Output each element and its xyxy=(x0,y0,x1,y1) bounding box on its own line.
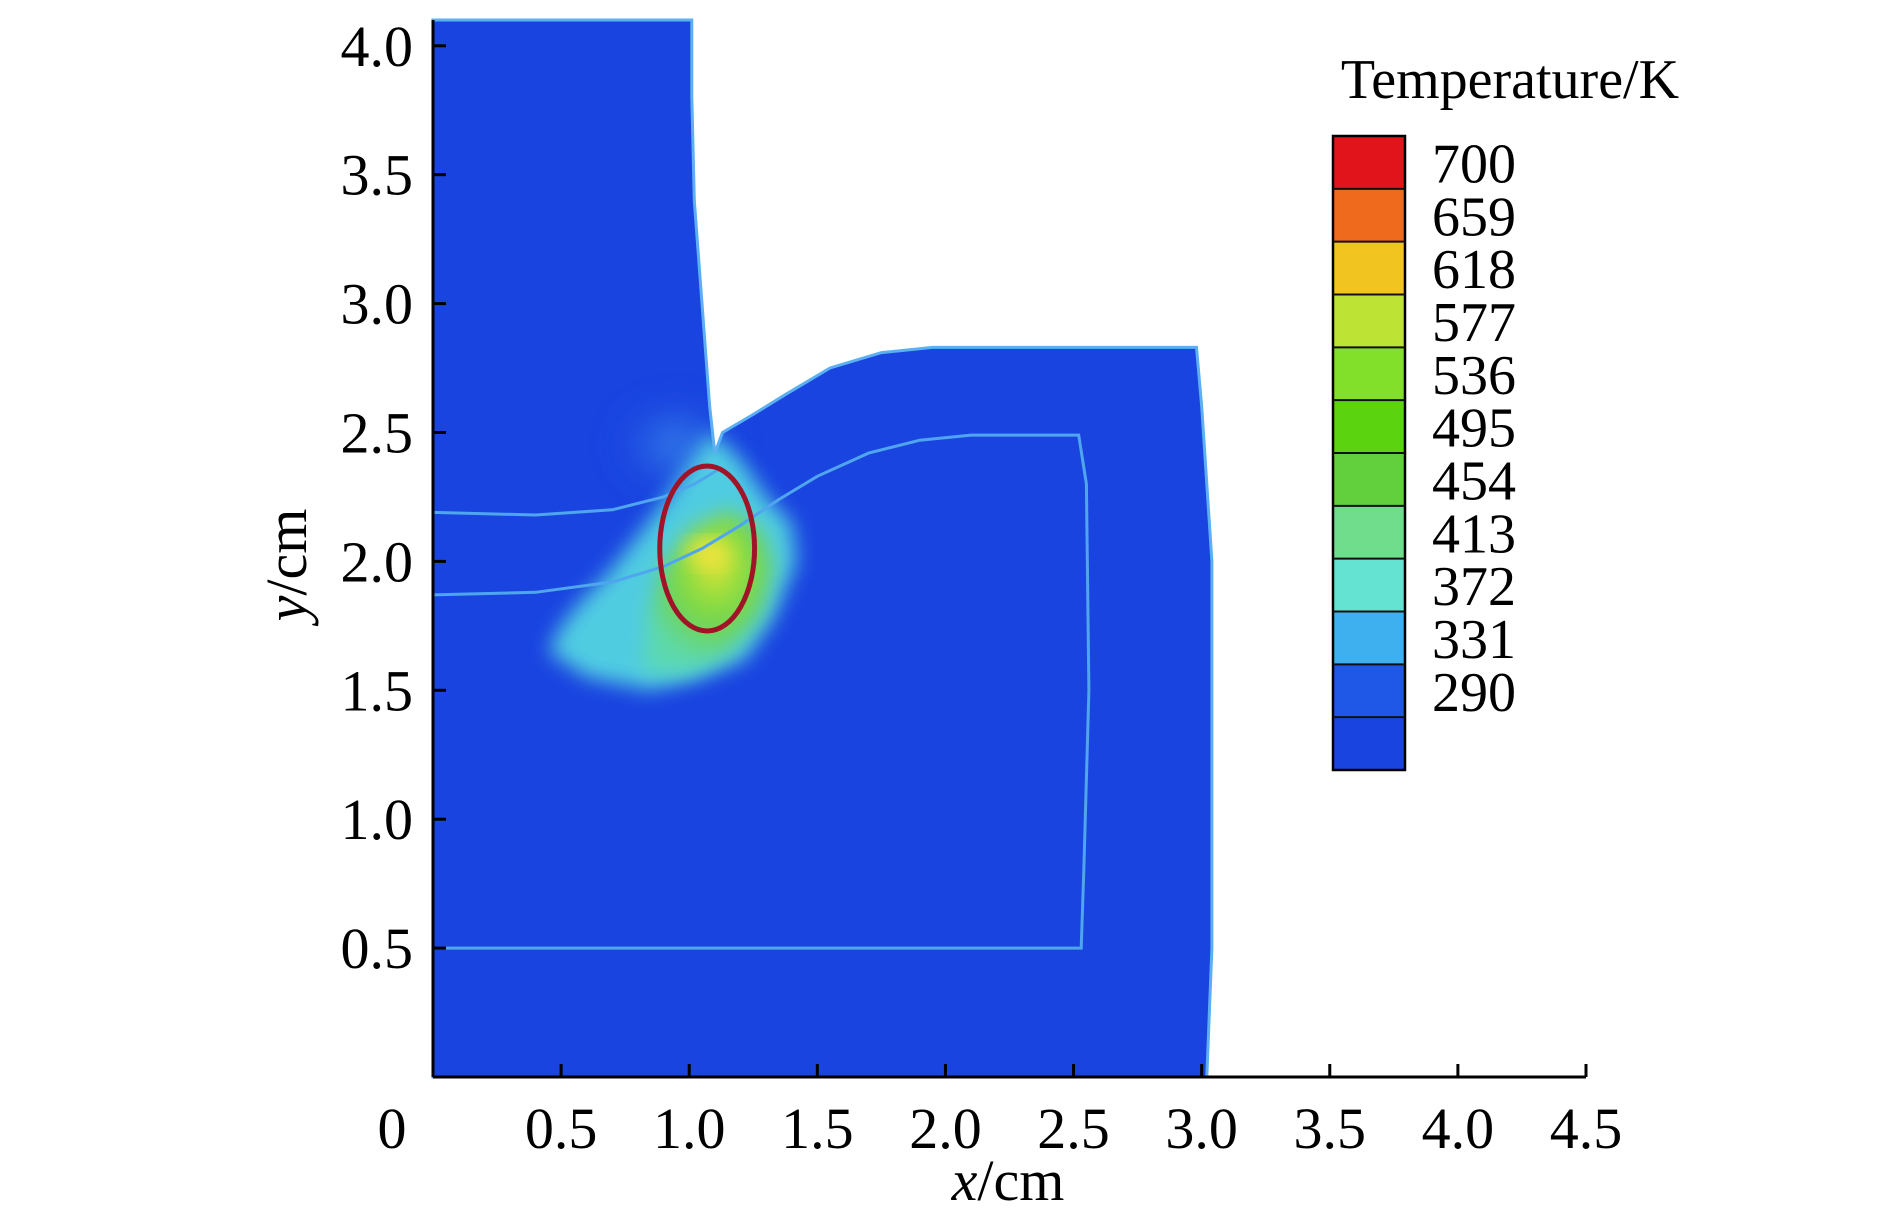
x-tick-label: 1.5 xyxy=(781,1096,854,1161)
colorbar-level-label: 659 xyxy=(1432,186,1516,248)
y-axis-var: y xyxy=(254,595,319,626)
peak-spot xyxy=(689,540,731,567)
colorbar-level-label: 700 xyxy=(1432,133,1516,195)
colorbar-level-label: 331 xyxy=(1432,609,1516,671)
x-tick-label: 4.5 xyxy=(1550,1096,1623,1161)
y-tick-label: 2.0 xyxy=(341,529,414,594)
colorbar-title: Temperature/K xyxy=(1341,49,1679,111)
colorbar-level-label: 413 xyxy=(1432,503,1516,565)
field-overlays xyxy=(433,398,1091,950)
x-axis-title: x/cm xyxy=(951,1148,1065,1213)
colorbar-level-label: 536 xyxy=(1432,345,1516,407)
y-axis-unit: /cm xyxy=(254,509,319,596)
hot-zone xyxy=(643,509,774,675)
y-axis-title: y/cm xyxy=(254,509,319,627)
material-interface-lower xyxy=(433,433,1091,950)
colorbar-swatch xyxy=(1333,294,1405,348)
y-tick-label: 3.5 xyxy=(341,143,414,208)
colorbar-swatch xyxy=(1333,400,1405,454)
x-tick-label: 2.0 xyxy=(909,1096,982,1161)
colorbar-swatch xyxy=(1333,611,1405,665)
axes: 0 0.5 1.0 1.5 2.0 2.5 3.0 3.5 4.0 4.5 0.5 1.0 1.5 2.0… xyxy=(341,14,1623,1161)
colorbar-swatch xyxy=(1333,347,1405,401)
colorbar-level-label: 618 xyxy=(1432,239,1516,301)
colorbar-swatch xyxy=(1333,558,1405,612)
y-tick-label: 2.5 xyxy=(341,400,414,465)
colorbar-swatch xyxy=(1333,505,1405,560)
y-tick-label: 1.5 xyxy=(341,658,414,723)
y-tick-label: 3.0 xyxy=(341,272,414,337)
workpiece-edge xyxy=(431,18,1214,1079)
colorbar-legend: Temperature/K 70065961857753649545441337… xyxy=(1331,49,1679,772)
colorbar-swatch xyxy=(1333,136,1405,190)
x-tick-label: 1.0 xyxy=(653,1096,726,1161)
x-tick-label: 2.5 xyxy=(1037,1096,1110,1161)
colorbar-swatch xyxy=(1333,717,1405,771)
y-tick-label: 0.5 xyxy=(341,916,414,981)
colorbar-level-label: 290 xyxy=(1432,662,1516,724)
temperature-field xyxy=(431,18,1214,1079)
colorbar-level-label: 372 xyxy=(1432,556,1516,618)
x-tick-label: 3.0 xyxy=(1165,1096,1238,1161)
colorbar-level-label: 577 xyxy=(1432,292,1516,354)
x-tick-label: 0.5 xyxy=(525,1096,598,1161)
colorbar-level-label: 454 xyxy=(1432,450,1516,512)
x-axis-unit: /cm xyxy=(977,1148,1064,1213)
hotspot-marker xyxy=(657,463,758,634)
x-tick-label: 4.0 xyxy=(1422,1096,1495,1161)
workpiece-body xyxy=(433,20,1212,1077)
y-tick-label: 4.0 xyxy=(341,14,414,79)
x-axis-var: x xyxy=(951,1148,978,1213)
x-tick-label: 3.5 xyxy=(1294,1096,1367,1161)
colorbar-swatch xyxy=(1333,188,1405,243)
y-tick-label: 1.0 xyxy=(341,787,414,852)
x-tick-label: 0 xyxy=(378,1096,407,1161)
colorbar-level-label: 495 xyxy=(1432,398,1516,460)
colorbar-swatch xyxy=(1333,241,1405,295)
colorbar-swatch xyxy=(1333,664,1405,718)
material-interface-upper xyxy=(433,467,721,517)
colorbar-swatch xyxy=(1333,453,1405,507)
